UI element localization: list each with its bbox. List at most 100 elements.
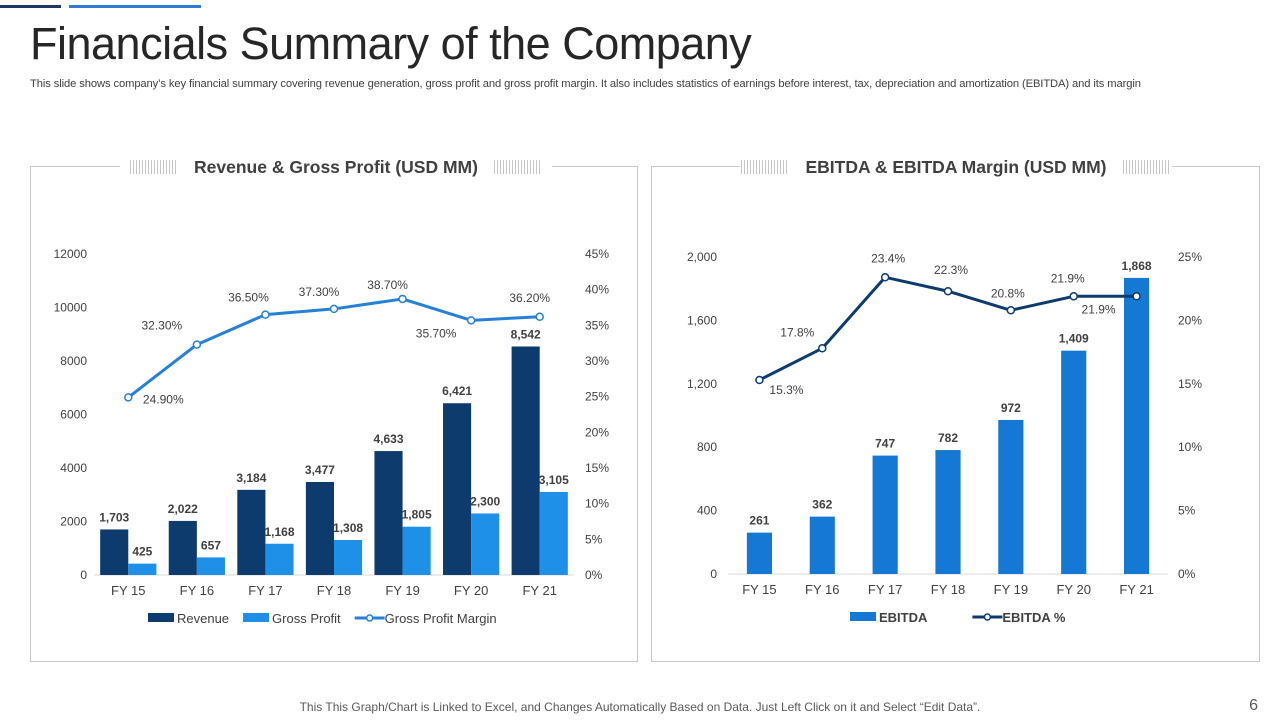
revenue-y-left-tick-label: 6000 (60, 408, 87, 422)
revenue-line-marker (398, 294, 407, 304)
revenue-legend-label: Revenue (177, 611, 229, 626)
revenue-bar-revenue (374, 451, 403, 575)
revenue-bar-gross-profit (471, 513, 500, 575)
ebitda-bar-data-label: 1,409 (1059, 332, 1089, 346)
revenue-line-data-label: 32.30% (142, 319, 183, 333)
revenue-y-left-tick-label: 4000 (60, 461, 87, 475)
revenue-y-right-tick-label: 40% (585, 283, 609, 297)
revenue-bar-data-label: 1,168 (264, 525, 294, 539)
page-title: Financials Summary of the Company (30, 18, 752, 69)
revenue-bar-data-label: 3,105 (539, 473, 569, 487)
revenue-y-left-tick-label: 0 (80, 568, 87, 582)
ebitda-x-tick-label: FY 20 (1056, 582, 1090, 597)
ebitda-chart-title: EBITDA & EBITDA Margin (USD MM) (805, 157, 1107, 178)
revenue-bar-gross-profit (402, 526, 431, 575)
ebitda-bar-data-label: 782 (938, 431, 958, 445)
ebitda-line-data-label: 21.9% (1082, 302, 1116, 316)
ebitda-line-marker (755, 375, 764, 385)
revenue-bar-data-label: 3,184 (236, 471, 266, 485)
ebitda-y-left-tick-label: 400 (697, 504, 717, 518)
revenue-bar-revenue (443, 403, 472, 575)
ebitda-y-right-tick-label: 25% (1178, 250, 1202, 264)
hatch-decoration (130, 160, 179, 175)
revenue-x-tick-label: FY 19 (385, 583, 419, 598)
ebitda-y-left-tick-label: 2,000 (687, 250, 717, 264)
ebitda-x-tick-label: FY 21 (1119, 582, 1153, 597)
revenue-y-right-tick-label: 30% (585, 354, 609, 368)
revenue-bar-gross-profit (196, 557, 225, 575)
revenue-legend-swatch (243, 613, 270, 622)
ebitda-bar-data-label: 261 (749, 514, 769, 528)
ebitda-x-tick-label: FY 17 (868, 582, 902, 597)
revenue-x-tick-label: FY 15 (111, 583, 145, 598)
revenue-bar-revenue (100, 529, 129, 575)
revenue-line-data-label: 24.90% (143, 392, 184, 406)
revenue-y-left-tick-label: 2000 (60, 515, 87, 529)
ebitda-line-data-label: 15.3% (769, 383, 803, 397)
ebitda-legend-label: EBITDA % (1002, 610, 1066, 625)
revenue-bar-gross-profit (128, 563, 157, 575)
ebitda-bar-ebitda (746, 532, 772, 574)
revenue-line-data-label: 36.50% (228, 291, 269, 305)
revenue-line-gross-profit-margin (127, 297, 540, 399)
revenue-y-right-tick-label: 10% (585, 497, 609, 511)
ebitda-bar-ebitda (1124, 277, 1150, 574)
revenue-y-left-tick-label: 8000 (60, 354, 87, 368)
ebitda-y-right-tick-label: 20% (1178, 313, 1202, 327)
revenue-x-tick-label: FY 18 (317, 583, 351, 598)
revenue-line-marker (535, 312, 544, 322)
revenue-line-data-label: 35.70% (416, 326, 457, 340)
revenue-y-right-tick-label: 5% (585, 532, 603, 546)
ebitda-line-marker (880, 273, 890, 282)
revenue-y-right-tick-label: 0% (585, 568, 603, 582)
revenue-bar-data-label: 4,633 (373, 432, 403, 446)
revenue-bar-data-label: 1,805 (402, 508, 432, 522)
revenue-chart-title: Revenue & Gross Profit (USD MM) (194, 157, 478, 178)
ebitda-line-marker (818, 344, 827, 353)
revenue-y-right-tick-label: 15% (585, 461, 609, 475)
ebitda-y-left-tick-label: 1,600 (687, 313, 717, 327)
revenue-bar-data-label: 657 (201, 538, 221, 552)
page-subtitle: This slide shows company’s key financial… (30, 78, 1141, 90)
ebitda-bar-ebitda (809, 516, 835, 574)
revenue-bar-data-label: 1,703 (99, 510, 129, 524)
revenue-bar-data-label: 2,300 (470, 494, 500, 508)
revenue-line-marker (261, 310, 270, 319)
revenue-line-data-label: 37.30% (299, 285, 340, 299)
ebitda-y-right-tick-label: 15% (1178, 377, 1202, 391)
ebitda-y-right-tick-label: 5% (1178, 504, 1196, 518)
revenue-bar-revenue (237, 489, 266, 575)
ebitda-y-left-tick-label: 800 (697, 440, 717, 454)
revenue-bar-data-label: 425 (132, 545, 152, 559)
ebitda-line-marker (943, 286, 953, 296)
revenue-bar-data-label: 3,477 (305, 463, 335, 477)
ebitda-bar-data-label: 362 (812, 498, 832, 512)
revenue-y-left-tick-label: 10000 (54, 301, 88, 315)
revenue-bar-revenue (511, 346, 540, 575)
ebitda-margin-chart[interactable]: 0 400 800 1,200 1,600 2,000 0% 5% 10% 15% 20% 25% FY… (651, 166, 1260, 662)
revenue-legend-marker (365, 614, 374, 622)
revenue-gross-profit-chart[interactable]: 0 2000 4000 6000 8000 10000 12000 0% 5% 10% 15% 20%… (30, 166, 638, 662)
revenue-line-data-label: 38.70% (367, 278, 408, 292)
ebitda-x-tick-label: FY 19 (994, 582, 1028, 597)
ebitda-line-data-label: 23.4% (871, 251, 905, 265)
revenue-bar-data-label: 2,022 (168, 502, 198, 516)
ebitda-line-marker (1006, 306, 1016, 315)
revenue-y-right-tick-label: 45% (585, 247, 609, 261)
ebitda-y-left-tick-label: 0 (710, 567, 717, 581)
ebitda-x-tick-label: FY 18 (931, 582, 965, 597)
ebitda-line-data-label: 21.9% (1051, 271, 1085, 285)
revenue-line-marker (124, 393, 133, 402)
ebitda-line-marker (1069, 292, 1078, 301)
accent-bar-light (69, 5, 201, 8)
revenue-bar-gross-profit (334, 540, 363, 575)
ebitda-y-left-tick-label: 1,200 (687, 377, 717, 391)
revenue-y-left-tick-label: 12000 (54, 247, 88, 261)
hatch-decoration (741, 160, 790, 175)
hatch-decoration (1122, 160, 1171, 175)
revenue-line-marker (192, 340, 202, 349)
revenue-x-tick-label: FY 21 (522, 583, 556, 598)
revenue-line-data-label: 36.20% (509, 291, 550, 305)
accent-bar-dark (0, 5, 61, 8)
ebitda-x-tick-label: FY 15 (742, 582, 776, 597)
